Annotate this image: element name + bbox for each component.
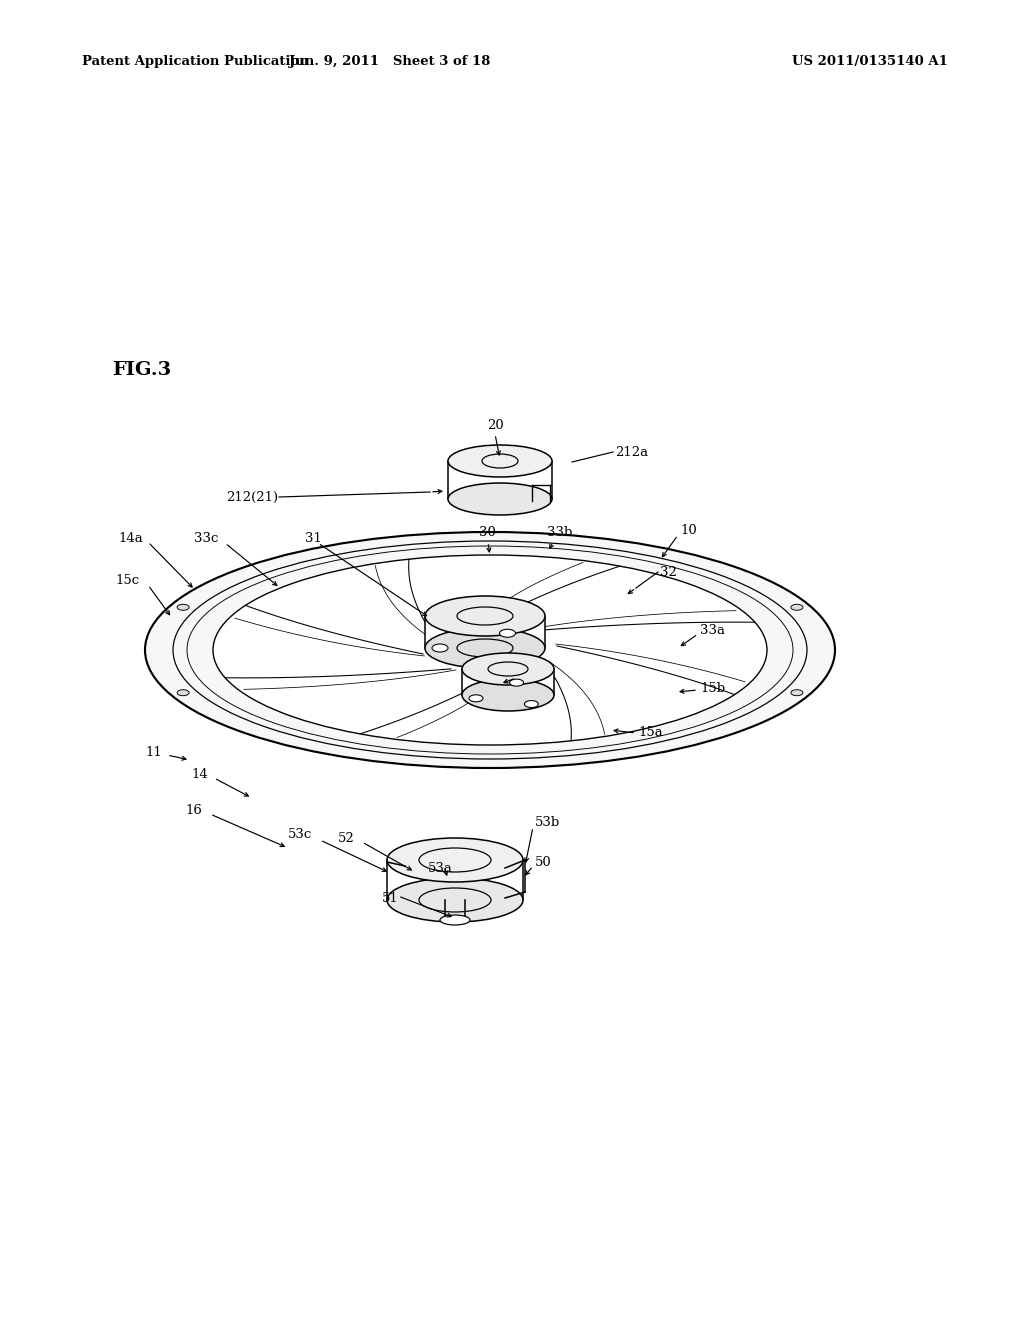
Text: 14: 14 bbox=[191, 768, 208, 781]
Text: 53a: 53a bbox=[428, 862, 453, 875]
Ellipse shape bbox=[387, 838, 523, 882]
Text: 51: 51 bbox=[382, 892, 398, 906]
Ellipse shape bbox=[177, 605, 189, 610]
Text: 32: 32 bbox=[660, 565, 677, 578]
Ellipse shape bbox=[425, 628, 545, 668]
Ellipse shape bbox=[462, 653, 554, 685]
Text: 30: 30 bbox=[478, 527, 496, 540]
Text: 15c: 15c bbox=[116, 573, 140, 586]
Text: Patent Application Publication: Patent Application Publication bbox=[82, 55, 309, 69]
Text: 33a: 33a bbox=[700, 623, 725, 636]
Text: 33b: 33b bbox=[547, 527, 572, 540]
FancyBboxPatch shape bbox=[449, 461, 552, 499]
Text: US 2011/0135140 A1: US 2011/0135140 A1 bbox=[792, 55, 948, 69]
Ellipse shape bbox=[524, 701, 539, 708]
Ellipse shape bbox=[440, 915, 470, 925]
Ellipse shape bbox=[387, 878, 523, 921]
Ellipse shape bbox=[425, 597, 545, 636]
Text: 16: 16 bbox=[185, 804, 202, 817]
Ellipse shape bbox=[500, 630, 515, 638]
Text: FIG.3: FIG.3 bbox=[112, 360, 171, 379]
Text: 20: 20 bbox=[486, 418, 504, 432]
Text: 15b: 15b bbox=[700, 681, 725, 694]
Text: 212a: 212a bbox=[615, 446, 648, 458]
Ellipse shape bbox=[469, 694, 483, 702]
Text: 53b: 53b bbox=[535, 816, 560, 829]
FancyBboxPatch shape bbox=[387, 861, 523, 900]
Ellipse shape bbox=[449, 445, 552, 477]
FancyBboxPatch shape bbox=[425, 616, 545, 648]
Text: 31: 31 bbox=[304, 532, 322, 544]
Ellipse shape bbox=[791, 605, 803, 610]
Text: 10: 10 bbox=[680, 524, 696, 536]
FancyBboxPatch shape bbox=[462, 669, 554, 696]
Text: 53c: 53c bbox=[288, 829, 312, 842]
Ellipse shape bbox=[432, 644, 449, 652]
Ellipse shape bbox=[510, 678, 523, 686]
Text: 14a: 14a bbox=[118, 532, 143, 544]
Ellipse shape bbox=[500, 659, 515, 667]
Text: 50: 50 bbox=[535, 855, 552, 869]
Ellipse shape bbox=[449, 483, 552, 515]
Text: 15a: 15a bbox=[638, 726, 663, 739]
Ellipse shape bbox=[177, 690, 189, 696]
Text: 212(21): 212(21) bbox=[226, 491, 278, 503]
Ellipse shape bbox=[213, 554, 767, 744]
Ellipse shape bbox=[462, 678, 554, 711]
Ellipse shape bbox=[145, 532, 835, 768]
Text: Jun. 9, 2011   Sheet 3 of 18: Jun. 9, 2011 Sheet 3 of 18 bbox=[290, 55, 490, 69]
Ellipse shape bbox=[791, 690, 803, 696]
Text: 52: 52 bbox=[338, 832, 355, 845]
Text: 33c: 33c bbox=[194, 532, 218, 544]
Text: 11: 11 bbox=[145, 746, 162, 759]
